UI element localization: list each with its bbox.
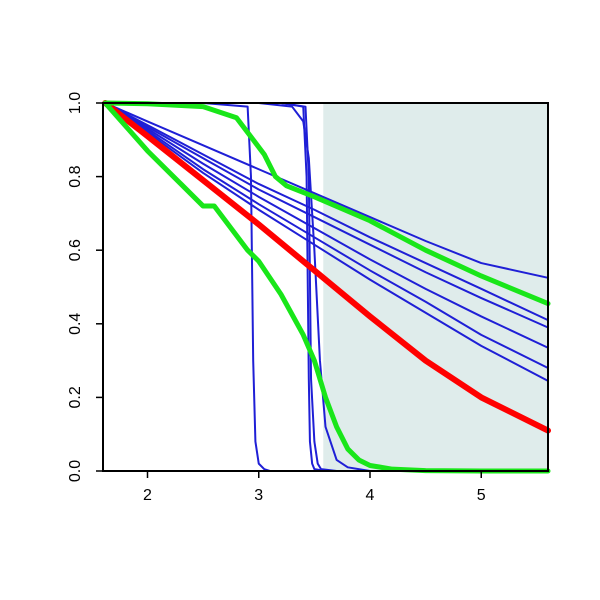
blue-series-line-8	[104, 102, 327, 472]
y-tick-label: 0.0	[67, 460, 84, 482]
x-tick-label: 2	[143, 487, 152, 504]
y-tick-label: 0.2	[67, 386, 84, 408]
blue-series-line-4	[104, 102, 549, 349]
blue-series-line-10	[104, 102, 371, 472]
series-layer	[102, 100, 551, 474]
green-series-line-12	[102, 100, 551, 307]
y-tick-label: 1.0	[67, 92, 84, 114]
blue-series-line-7	[104, 102, 271, 472]
y-tick-label: 0.6	[67, 239, 84, 261]
x-tick-label: 3	[254, 487, 263, 504]
green-series-line-13	[102, 100, 551, 474]
x-tick-label: 4	[366, 487, 375, 504]
y-tick-label: 0.8	[67, 165, 84, 187]
blue-series-line-2	[104, 102, 549, 322]
blue-series-line-1	[104, 102, 549, 279]
blue-series-line-3	[104, 102, 549, 329]
x-tick-label: 5	[477, 487, 486, 504]
ticks-layer: 2 3 4 5 0.0 0.2 0.4 0.6 0.8 1.0	[67, 92, 486, 504]
axes-layer	[102, 102, 549, 472]
plot-frame	[102, 102, 549, 472]
red-series-line-11	[102, 100, 551, 434]
y-tick-label: 0.4	[67, 313, 84, 335]
blue-series-line-9	[104, 102, 338, 472]
